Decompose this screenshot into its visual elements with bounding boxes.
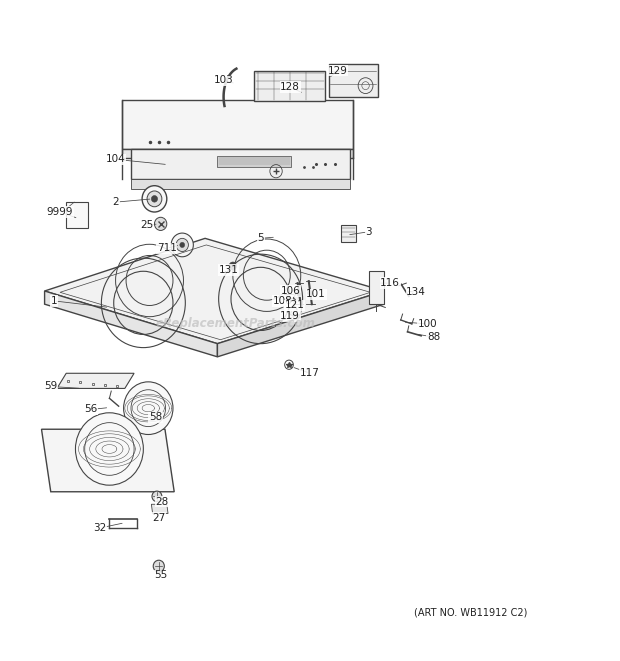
Text: 1: 1 bbox=[51, 296, 57, 306]
Text: 117: 117 bbox=[300, 368, 320, 378]
Polygon shape bbox=[131, 149, 350, 179]
Circle shape bbox=[123, 382, 173, 434]
Text: 27: 27 bbox=[152, 513, 166, 523]
Text: 129: 129 bbox=[328, 65, 348, 75]
Circle shape bbox=[151, 196, 157, 202]
Circle shape bbox=[153, 561, 164, 572]
Circle shape bbox=[142, 186, 167, 212]
Circle shape bbox=[147, 191, 162, 207]
Polygon shape bbox=[218, 156, 291, 167]
Text: 106: 106 bbox=[280, 286, 300, 296]
Polygon shape bbox=[369, 271, 384, 304]
Polygon shape bbox=[151, 504, 168, 514]
Polygon shape bbox=[122, 100, 353, 149]
Text: 116: 116 bbox=[380, 278, 400, 288]
Text: 5: 5 bbox=[257, 233, 264, 243]
Text: (ART NO. WB11912 C2): (ART NO. WB11912 C2) bbox=[414, 607, 527, 617]
Circle shape bbox=[229, 262, 237, 270]
Text: 101: 101 bbox=[306, 290, 326, 299]
Text: 55: 55 bbox=[154, 570, 167, 580]
Text: 32: 32 bbox=[94, 523, 107, 533]
Text: 2: 2 bbox=[112, 197, 119, 207]
Text: 9999: 9999 bbox=[46, 207, 73, 217]
Polygon shape bbox=[131, 179, 350, 189]
Text: 119: 119 bbox=[280, 311, 300, 321]
Circle shape bbox=[308, 290, 312, 295]
Circle shape bbox=[176, 239, 188, 252]
Text: 134: 134 bbox=[406, 288, 426, 297]
Text: eReplacementParts.com: eReplacementParts.com bbox=[156, 317, 316, 330]
Text: 56: 56 bbox=[84, 405, 97, 414]
Polygon shape bbox=[254, 71, 326, 101]
Circle shape bbox=[180, 243, 185, 248]
Text: 88: 88 bbox=[427, 332, 440, 342]
Text: 121: 121 bbox=[285, 301, 304, 311]
Circle shape bbox=[76, 412, 143, 485]
Text: 25: 25 bbox=[140, 220, 153, 230]
Text: 104: 104 bbox=[105, 155, 125, 165]
Circle shape bbox=[171, 233, 193, 256]
Polygon shape bbox=[45, 239, 384, 344]
Polygon shape bbox=[218, 291, 384, 357]
Polygon shape bbox=[122, 149, 353, 158]
Text: 59: 59 bbox=[44, 381, 58, 391]
Polygon shape bbox=[45, 291, 218, 357]
Text: 3: 3 bbox=[365, 227, 372, 237]
Polygon shape bbox=[329, 64, 378, 97]
Text: 100: 100 bbox=[417, 319, 437, 329]
Text: 28: 28 bbox=[155, 496, 169, 506]
Circle shape bbox=[154, 217, 167, 231]
Text: 711: 711 bbox=[157, 243, 177, 253]
Text: 108: 108 bbox=[272, 296, 292, 306]
Polygon shape bbox=[57, 373, 134, 389]
Circle shape bbox=[288, 306, 297, 315]
Text: 131: 131 bbox=[219, 265, 239, 275]
Polygon shape bbox=[66, 202, 88, 229]
Text: 128: 128 bbox=[280, 82, 300, 92]
Text: 58: 58 bbox=[149, 412, 162, 422]
Circle shape bbox=[297, 292, 301, 296]
Circle shape bbox=[290, 298, 296, 305]
Circle shape bbox=[152, 491, 162, 502]
Text: 103: 103 bbox=[214, 75, 234, 85]
Polygon shape bbox=[341, 225, 356, 242]
Polygon shape bbox=[42, 429, 174, 492]
